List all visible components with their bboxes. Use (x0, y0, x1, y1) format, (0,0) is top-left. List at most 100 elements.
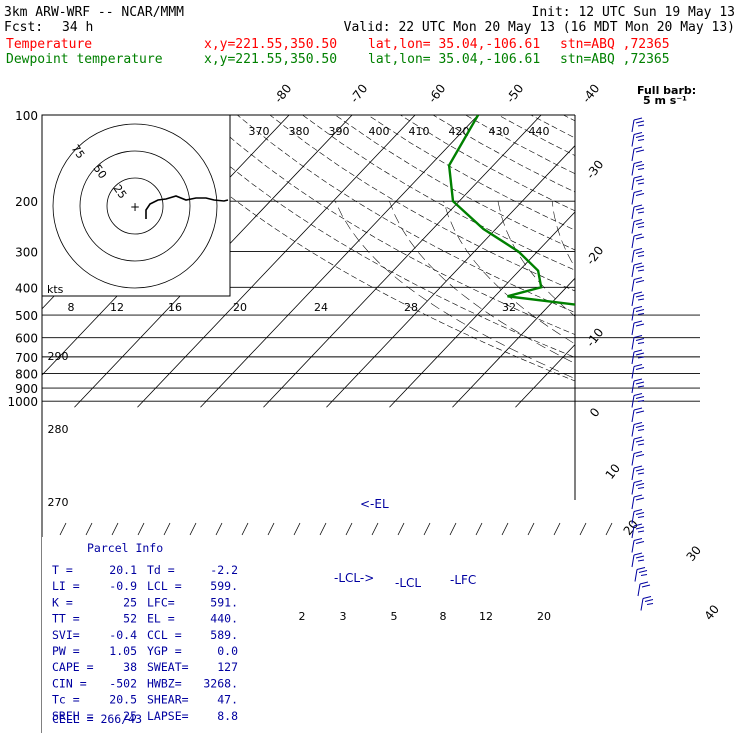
skewed-temp-label: 10 (603, 461, 623, 482)
wind-barb (631, 117, 645, 133)
parcel-key: SREH = (52, 709, 94, 723)
mixing-ratio-label: 2 (299, 610, 306, 623)
mixing-ratio-line (717, 338, 740, 408)
wind-barb (631, 161, 645, 176)
cell-motion: CELL = 266/43 (52, 712, 142, 726)
moist-adiabat-line (334, 201, 575, 379)
surface-barb-tick (319, 522, 327, 536)
surface-barb-tick (475, 522, 483, 536)
moist-adiabat-line (497, 201, 575, 317)
wind-barb (631, 378, 645, 394)
hodograph-frame (41, 114, 231, 297)
surface-barb-tick (371, 522, 379, 536)
hodograph-axis-label: 28 (404, 301, 418, 314)
skewed-temp-label: -10 (583, 326, 606, 350)
parcel-value: 8.8 (217, 709, 238, 723)
dew-line-stn: stn=ABQ ,72365 (560, 52, 670, 67)
isotherm-line (452, 277, 575, 408)
parcel-key: CCL = (147, 628, 182, 642)
level-marker-label: -LFC (450, 573, 476, 587)
fcst-value: 34 h (62, 20, 93, 35)
theta-label: 380 (289, 125, 310, 138)
dry-adiabat-line (367, 115, 575, 231)
mixing-ratio-label: 3 (340, 610, 347, 623)
init-time: Init: 12 UTC Sun 19 May 13 (532, 5, 736, 20)
hodograph-axis-label: 32 (502, 301, 516, 314)
wind-barb (631, 349, 645, 365)
level-marker-label: -LCL (395, 576, 421, 590)
mixing-ratio-label: 5 (391, 610, 398, 623)
wind-barb (631, 277, 645, 292)
theta-side-label: 270 (48, 496, 69, 509)
wind-barb (631, 291, 645, 307)
surface-barb-tick (527, 522, 535, 536)
moist-adiabat-line (606, 201, 740, 407)
wind-barb (631, 146, 645, 162)
dry-adiabat-line (629, 115, 740, 407)
parcel-info: Parcel Info T = 20.1 Td = -2.2 LI = -0.9 LCL =… (42, 537, 254, 733)
surface-barb-tick (501, 522, 509, 536)
parcel-value: 20.1 (109, 563, 137, 577)
dew-line-latlon: lat,lon= 35.04,-106.61 (368, 52, 540, 67)
skewed-temp-label: -50 (503, 82, 526, 106)
wind-barb (631, 509, 645, 524)
wind-barb (631, 422, 645, 437)
skewed-temp-label: -60 (425, 82, 448, 106)
dry-adiabat-line (694, 115, 740, 407)
wind-barb (631, 407, 645, 423)
dry-adiabat-line (498, 115, 575, 156)
parcel-key: LAPSE= (147, 709, 189, 723)
surface-barb-tick (449, 522, 457, 536)
pressure-tick-label: 800 (15, 367, 38, 381)
wind-barb (631, 262, 645, 278)
parcel-key: SWEAT= (147, 660, 189, 674)
wind-barb (631, 306, 645, 321)
temp-line-name: Temperature (6, 37, 92, 52)
wind-barb (631, 436, 645, 452)
parcel-value: -2.2 (210, 563, 238, 577)
hodograph-ring (52, 123, 218, 289)
parcel-value: 127 (217, 660, 238, 674)
hodograph-axis-label: 8 (68, 301, 75, 314)
hodograph-trace (145, 195, 229, 219)
parcel-key: T = (52, 563, 73, 577)
isotherm-line (326, 145, 575, 408)
wind-barb (631, 538, 645, 553)
level-marker-label: -LCL-> (334, 571, 374, 585)
surface-barb-tick (241, 522, 249, 536)
wind-barb (631, 320, 645, 336)
wind-barb (631, 219, 645, 234)
parcel-value: -0.9 (109, 579, 137, 593)
parcel-value: 599. (210, 579, 238, 593)
hodograph-axis-label: 12 (110, 301, 124, 314)
theta-label: 400 (369, 125, 390, 138)
wind-barb (631, 190, 645, 205)
parcel-value: 440. (210, 612, 238, 626)
hodograph-ring (106, 177, 164, 235)
hodograph-axis-label: 24 (314, 301, 328, 314)
parcel-key: SHEAR= (147, 693, 189, 707)
parcel-value: 52 (123, 612, 137, 626)
parcel-value: -0.4 (109, 628, 137, 642)
mixing-ratio-label: 12 (479, 610, 493, 623)
parcel-key: HWBZ= (147, 676, 182, 690)
parcel-value: 25 (123, 709, 137, 723)
hodograph-unit: kts (47, 283, 64, 296)
parcel-key: SVI= (52, 628, 80, 642)
moist-adiabat-line (660, 201, 740, 407)
barb-key-line2: 5 m s⁻¹ (643, 94, 687, 107)
theta-label: 430 (489, 125, 510, 138)
wind-barb (631, 364, 645, 379)
dry-adiabat-line (727, 115, 740, 407)
isotherm-line (263, 115, 542, 408)
pressure-tick-label: 500 (15, 309, 38, 323)
parcel-key: CAPE = (52, 660, 94, 674)
skewed-temp-label: -80 (271, 82, 294, 106)
theta-label: 390 (329, 125, 350, 138)
dry-adiabat-line (661, 115, 740, 407)
theta-side-label: 290 (48, 350, 69, 363)
wind-barb (631, 204, 645, 220)
dry-adiabat-line (334, 115, 575, 251)
dew-line-name: Dewpoint temperature (6, 52, 163, 67)
